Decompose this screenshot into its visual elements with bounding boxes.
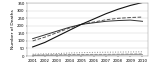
- >=80: [56, 36, 58, 37]
- 65-79: [32, 38, 34, 39]
- 25-39: [93, 52, 95, 53]
- 15-24: [68, 54, 70, 55]
- Line: 40-64: 40-64: [33, 17, 143, 41]
- >=80: [129, 5, 131, 6]
- >=80: [68, 30, 70, 31]
- >=80: [32, 46, 34, 47]
- 40-64: [56, 32, 58, 33]
- 15-24: [44, 54, 46, 55]
- 15-24: [117, 54, 119, 55]
- 25-39: [105, 52, 107, 53]
- 0-14: [56, 55, 58, 56]
- 65-79: [56, 31, 58, 32]
- 0-14: [32, 55, 34, 56]
- 65-79: [93, 22, 95, 23]
- Y-axis label: Number of Deaths: Number of Deaths: [11, 10, 15, 49]
- 25-39: [117, 52, 119, 53]
- Line: 15-24: 15-24: [33, 54, 143, 55]
- 40-64: [105, 19, 107, 20]
- 0-14: [44, 55, 46, 56]
- 15-24: [142, 53, 143, 54]
- 40-64: [44, 37, 46, 38]
- >=80: [81, 24, 82, 25]
- 40-64: [117, 18, 119, 19]
- Line: >=80: >=80: [33, 2, 143, 47]
- 15-24: [81, 54, 82, 55]
- 0-14: [129, 54, 131, 55]
- >=80: [44, 42, 46, 43]
- 0-14: [93, 54, 95, 55]
- 65-79: [117, 20, 119, 21]
- 15-24: [32, 55, 34, 56]
- 65-79: [68, 27, 70, 28]
- 40-64: [68, 28, 70, 29]
- >=80: [105, 13, 107, 14]
- 40-64: [129, 17, 131, 18]
- 40-64: [93, 22, 95, 23]
- 0-14: [117, 54, 119, 55]
- 65-79: [81, 24, 82, 25]
- 15-24: [105, 54, 107, 55]
- 25-39: [44, 53, 46, 54]
- >=80: [142, 2, 143, 3]
- >=80: [93, 19, 95, 20]
- 15-24: [56, 54, 58, 55]
- 65-79: [142, 21, 143, 22]
- 0-14: [142, 54, 143, 55]
- 25-39: [32, 54, 34, 55]
- 0-14: [105, 54, 107, 55]
- Line: 25-39: 25-39: [33, 52, 143, 54]
- 25-39: [81, 52, 82, 53]
- 40-64: [81, 24, 82, 25]
- 40-64: [32, 40, 34, 41]
- 15-24: [93, 54, 95, 55]
- >=80: [117, 9, 119, 10]
- 65-79: [105, 21, 107, 22]
- 25-39: [56, 53, 58, 54]
- Line: 65-79: 65-79: [33, 20, 143, 39]
- 65-79: [44, 34, 46, 35]
- 40-64: [142, 17, 143, 18]
- 0-14: [68, 55, 70, 56]
- 25-39: [68, 52, 70, 53]
- 0-14: [81, 55, 82, 56]
- 25-39: [129, 51, 131, 52]
- 65-79: [129, 20, 131, 21]
- 25-39: [142, 51, 143, 52]
